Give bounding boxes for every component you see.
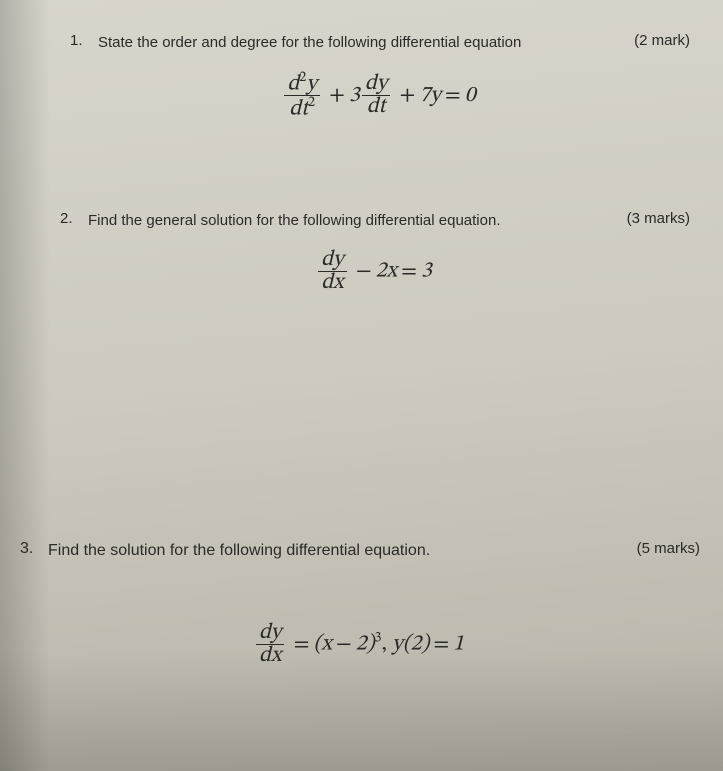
question-3: 3. Find the solution for the following d… <box>20 540 700 667</box>
question-number: 2. <box>60 210 88 227</box>
question-prompt: Find the solution for the following diff… <box>48 540 617 562</box>
equation-1: d2ydt2 +3dydt +7y=0 <box>70 71 690 121</box>
page-shadow-bottom <box>0 651 723 771</box>
question-row: 3. Find the solution for the following d… <box>20 540 700 562</box>
question-marks: (3 marks) <box>627 210 690 227</box>
question-marks: (5 marks) <box>637 540 700 557</box>
equation-3: dydx =(x−2)3, y(2)=1 <box>20 622 700 667</box>
equation-2: dydx −2x=3 <box>60 249 690 294</box>
question-row: 1. State the order and degree for the fo… <box>70 32 690 53</box>
exam-page: 1. State the order and degree for the fo… <box>0 0 723 771</box>
question-number: 3. <box>20 540 48 558</box>
question-prompt: State the order and degree for the follo… <box>98 32 614 53</box>
question-2: 2. Find the general solution for the fol… <box>60 210 690 294</box>
question-prompt: Find the general solution for the follow… <box>88 210 607 231</box>
question-1: 1. State the order and degree for the fo… <box>70 32 690 121</box>
question-marks: (2 mark) <box>634 32 690 49</box>
question-row: 2. Find the general solution for the fol… <box>60 210 690 231</box>
question-number: 1. <box>70 32 98 49</box>
